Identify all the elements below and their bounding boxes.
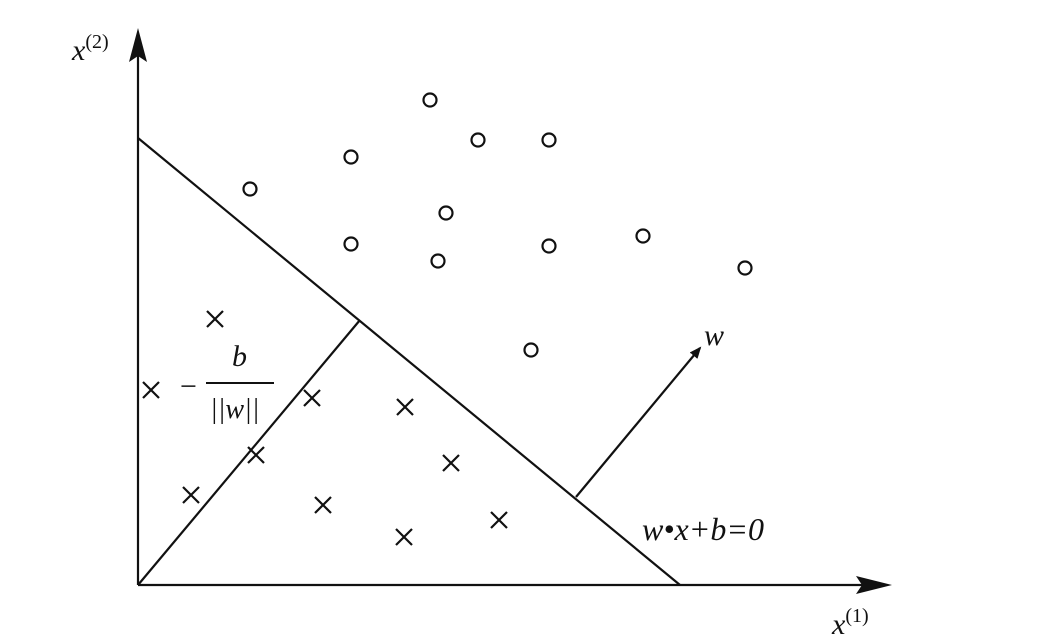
y-axis-arrowhead [129, 28, 147, 62]
x-axis-arrowhead [856, 576, 892, 594]
normal-vector-label: w [704, 319, 724, 352]
negative-sample-point [395, 528, 413, 546]
negative-sample-point [396, 398, 414, 416]
negative-sample-point [247, 446, 265, 464]
distance-label: − b ||w|| [178, 340, 274, 425]
y-axis-label: x(2) [71, 31, 109, 67]
positive-sample-point [343, 149, 359, 165]
normal-vector-arrow [575, 346, 702, 498]
negative-sample-point [303, 389, 321, 407]
negative-sample-point [490, 511, 508, 529]
positive-points [242, 92, 753, 358]
separating-hyperplane [137, 137, 681, 586]
distance-minus-sign: − [178, 370, 198, 403]
positive-sample-point [242, 181, 258, 197]
positive-sample-point [635, 228, 651, 244]
positive-sample-point [523, 342, 539, 358]
negative-sample-point [314, 496, 332, 514]
origin-distance-segment [137, 319, 361, 586]
x-axis-label: x(1) [831, 605, 869, 641]
positive-sample-point [422, 92, 438, 108]
negative-sample-point [142, 381, 160, 399]
negative-sample-point [206, 310, 224, 328]
negative-sample-point [182, 486, 200, 504]
positive-sample-point [737, 260, 753, 276]
positive-sample-point [438, 205, 454, 221]
distance-numerator: b [232, 340, 247, 373]
positive-sample-point [430, 253, 446, 269]
distance-denominator: ||w|| [210, 394, 259, 425]
negative-sample-point [442, 454, 460, 472]
positive-sample-point [541, 132, 557, 148]
positive-sample-point [541, 238, 557, 254]
negative-points [142, 310, 508, 546]
positive-sample-point [343, 236, 359, 252]
hyperplane-equation-label: w•x+b=0 [642, 511, 764, 547]
positive-sample-point [470, 132, 486, 148]
